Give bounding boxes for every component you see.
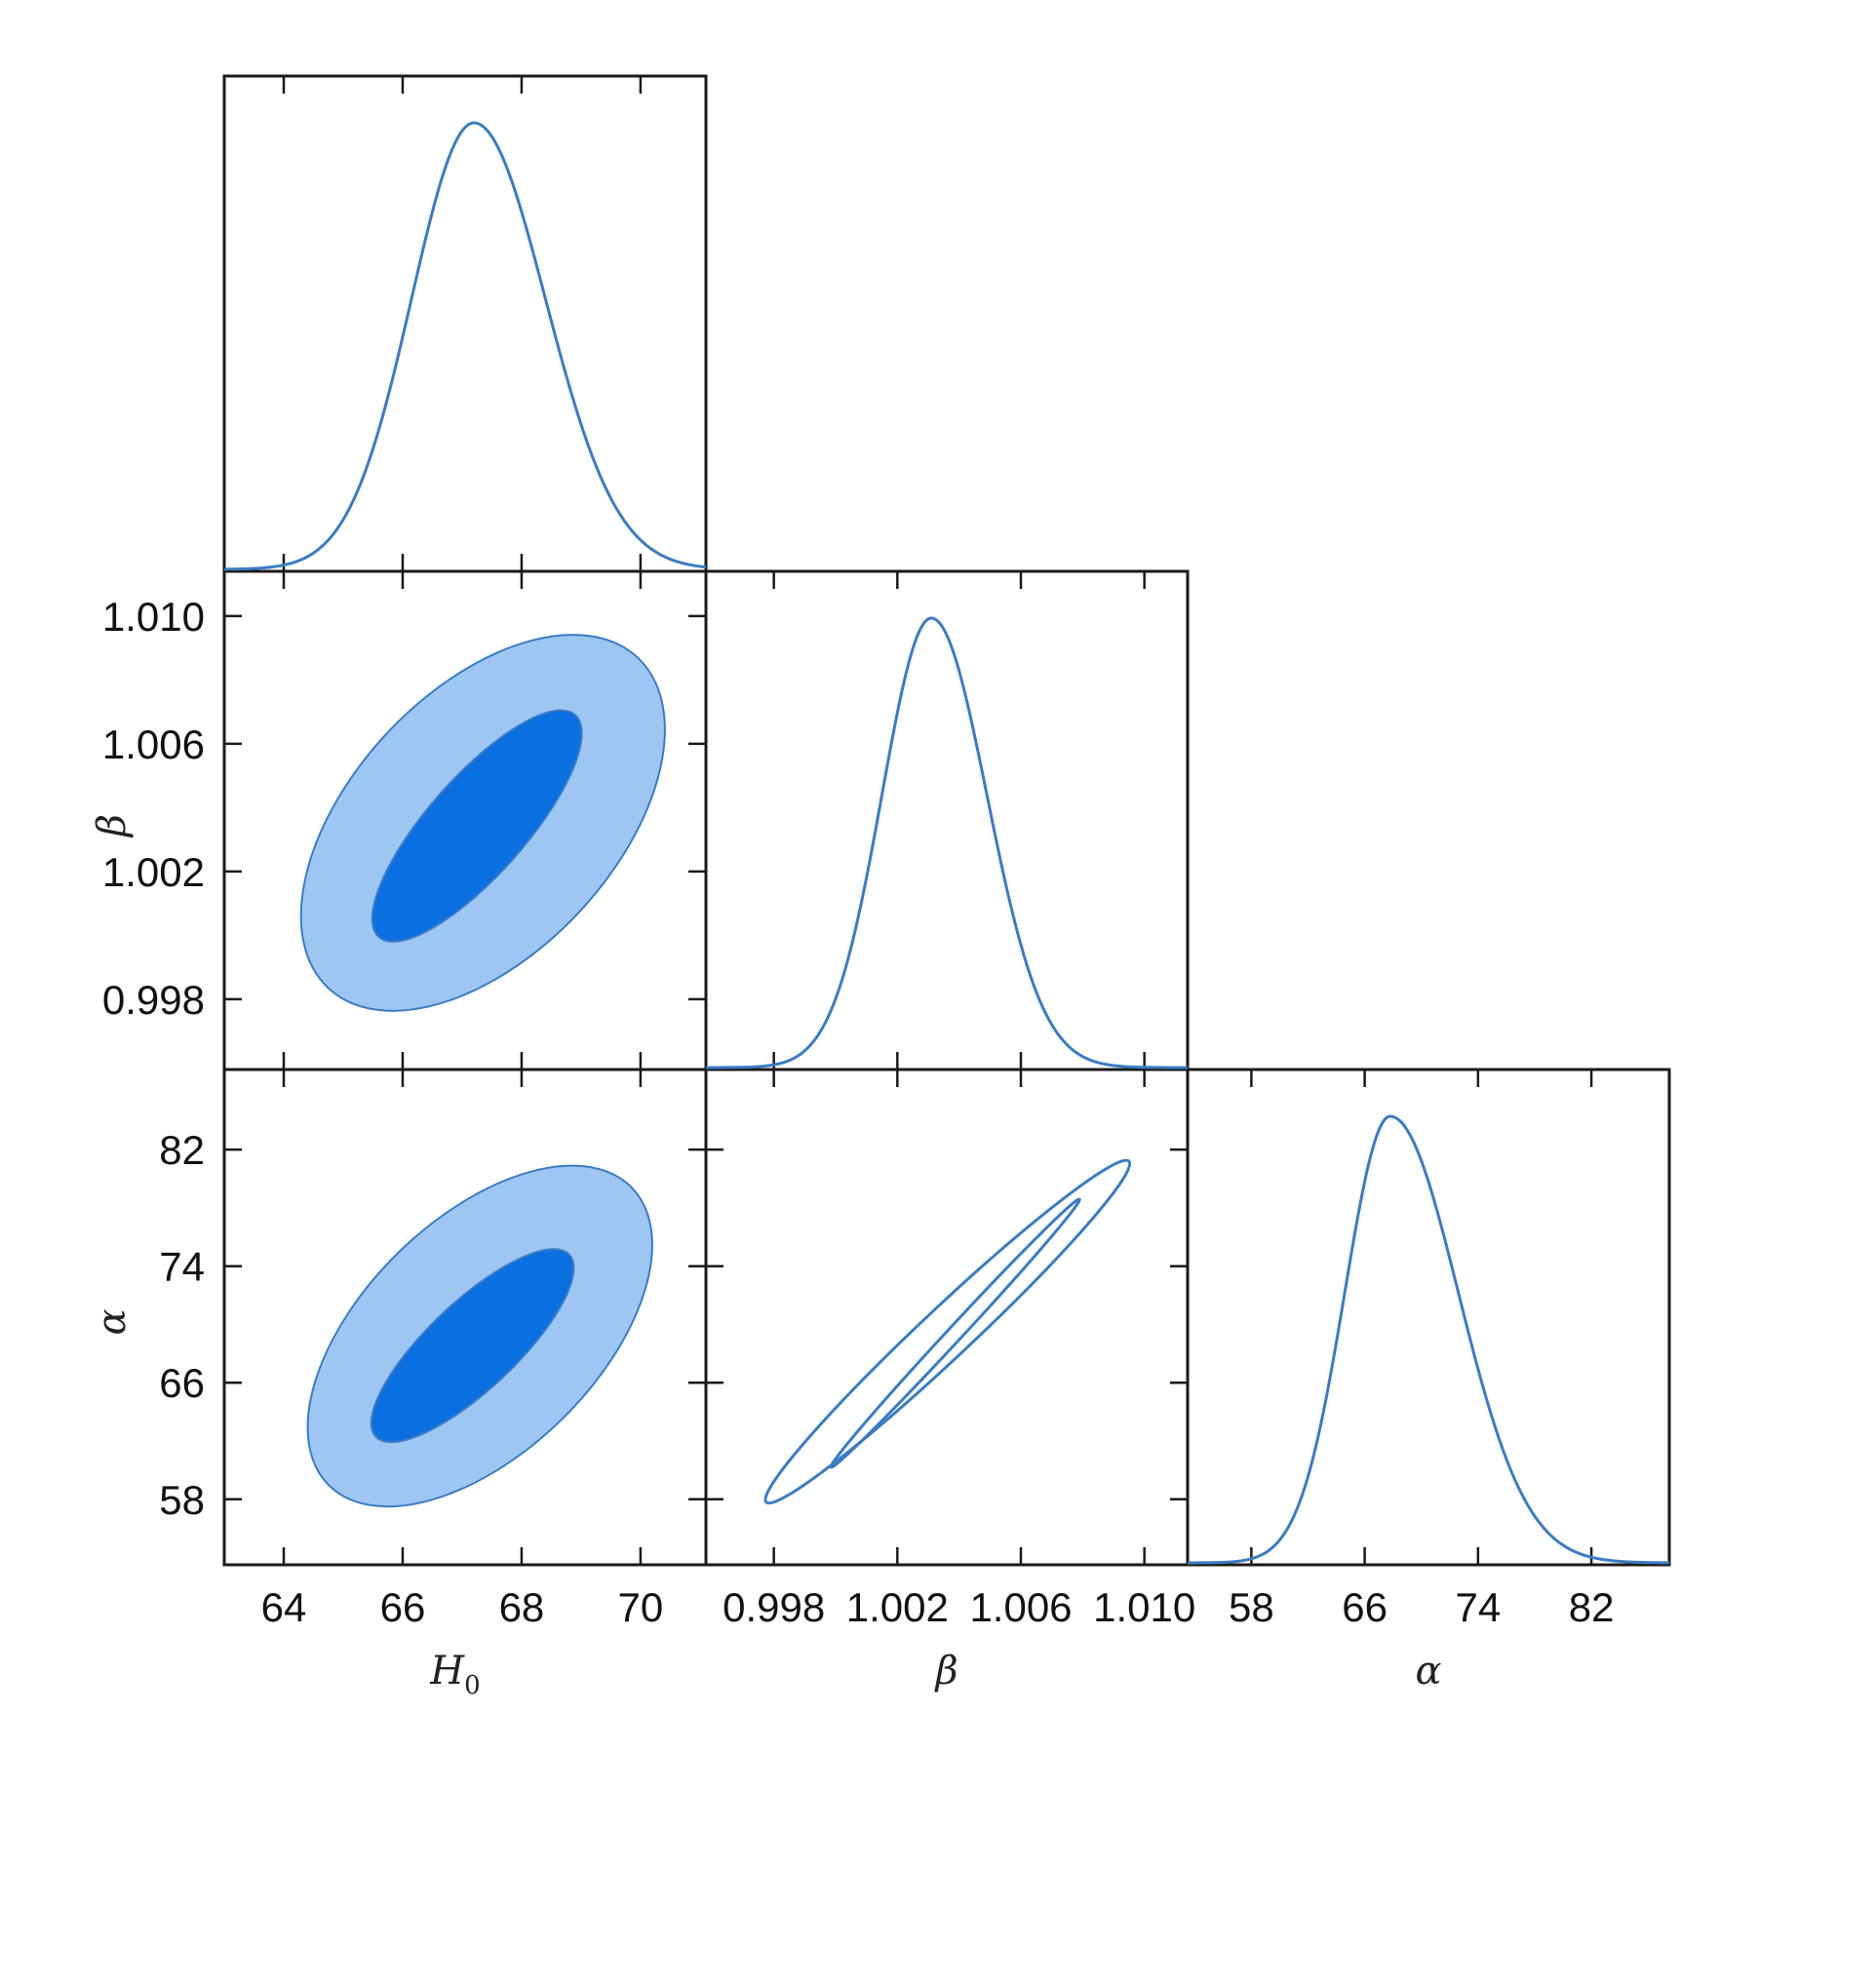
contour-beta-alpha-68pct <box>829 1197 1081 1469</box>
y-tick-label-alpha-3: 82 <box>159 1127 205 1173</box>
x-tick-label-alpha-3: 82 <box>1569 1584 1615 1630</box>
x-axis-label-H0: H0 <box>429 1649 480 1700</box>
x-tick-label-H0-1: 66 <box>380 1584 426 1630</box>
contour-H0-beta-68pct <box>371 709 583 943</box>
y-tick-label-alpha-1: 66 <box>159 1360 205 1406</box>
y-axis-label-alpha: α <box>90 1308 135 1335</box>
marginal-curve-beta <box>705 616 1188 1070</box>
x-tick-label-alpha-0: 58 <box>1229 1584 1274 1630</box>
contour-beta-alpha-95pct <box>763 1158 1132 1505</box>
panel-frame-alpha-beta <box>704 1068 1190 1567</box>
x-tick-label-H0-3: 70 <box>618 1584 664 1630</box>
x-tick-label-alpha-2: 74 <box>1455 1584 1501 1630</box>
panel-frame-alpha-alpha <box>1186 1068 1671 1567</box>
contour-H0-alpha-68pct <box>370 1248 575 1444</box>
x-tick-label-alpha-1: 66 <box>1342 1584 1387 1630</box>
x-tick-label-H0-0: 64 <box>261 1584 307 1630</box>
panel-frame-H0-H0 <box>222 74 708 573</box>
y-tick-label-beta-2: 1.006 <box>102 721 205 767</box>
y-axis-label-beta: β <box>90 814 135 838</box>
x-axis-label-beta: β <box>933 1649 958 1693</box>
y-tick-label-beta-1: 1.002 <box>102 849 205 895</box>
y-tick-label-alpha-0: 58 <box>159 1477 205 1523</box>
panel-frame-beta-beta <box>704 569 1190 1071</box>
marginal-curve-H0 <box>223 121 707 571</box>
y-tick-label-beta-3: 1.010 <box>102 594 205 640</box>
x-tick-label-beta-1: 1.002 <box>846 1584 949 1630</box>
x-tick-label-beta-3: 1.010 <box>1093 1584 1195 1630</box>
marginal-curve-alpha <box>1187 1114 1670 1565</box>
x-tick-label-H0-2: 68 <box>499 1584 545 1630</box>
y-tick-label-alpha-2: 74 <box>159 1244 205 1290</box>
y-tick-label-beta-0: 0.998 <box>102 977 205 1023</box>
x-tick-label-beta-2: 1.006 <box>969 1584 1072 1630</box>
x-axis-label-alpha: α <box>1415 1649 1441 1693</box>
x-tick-label-beta-0: 0.998 <box>723 1584 825 1630</box>
